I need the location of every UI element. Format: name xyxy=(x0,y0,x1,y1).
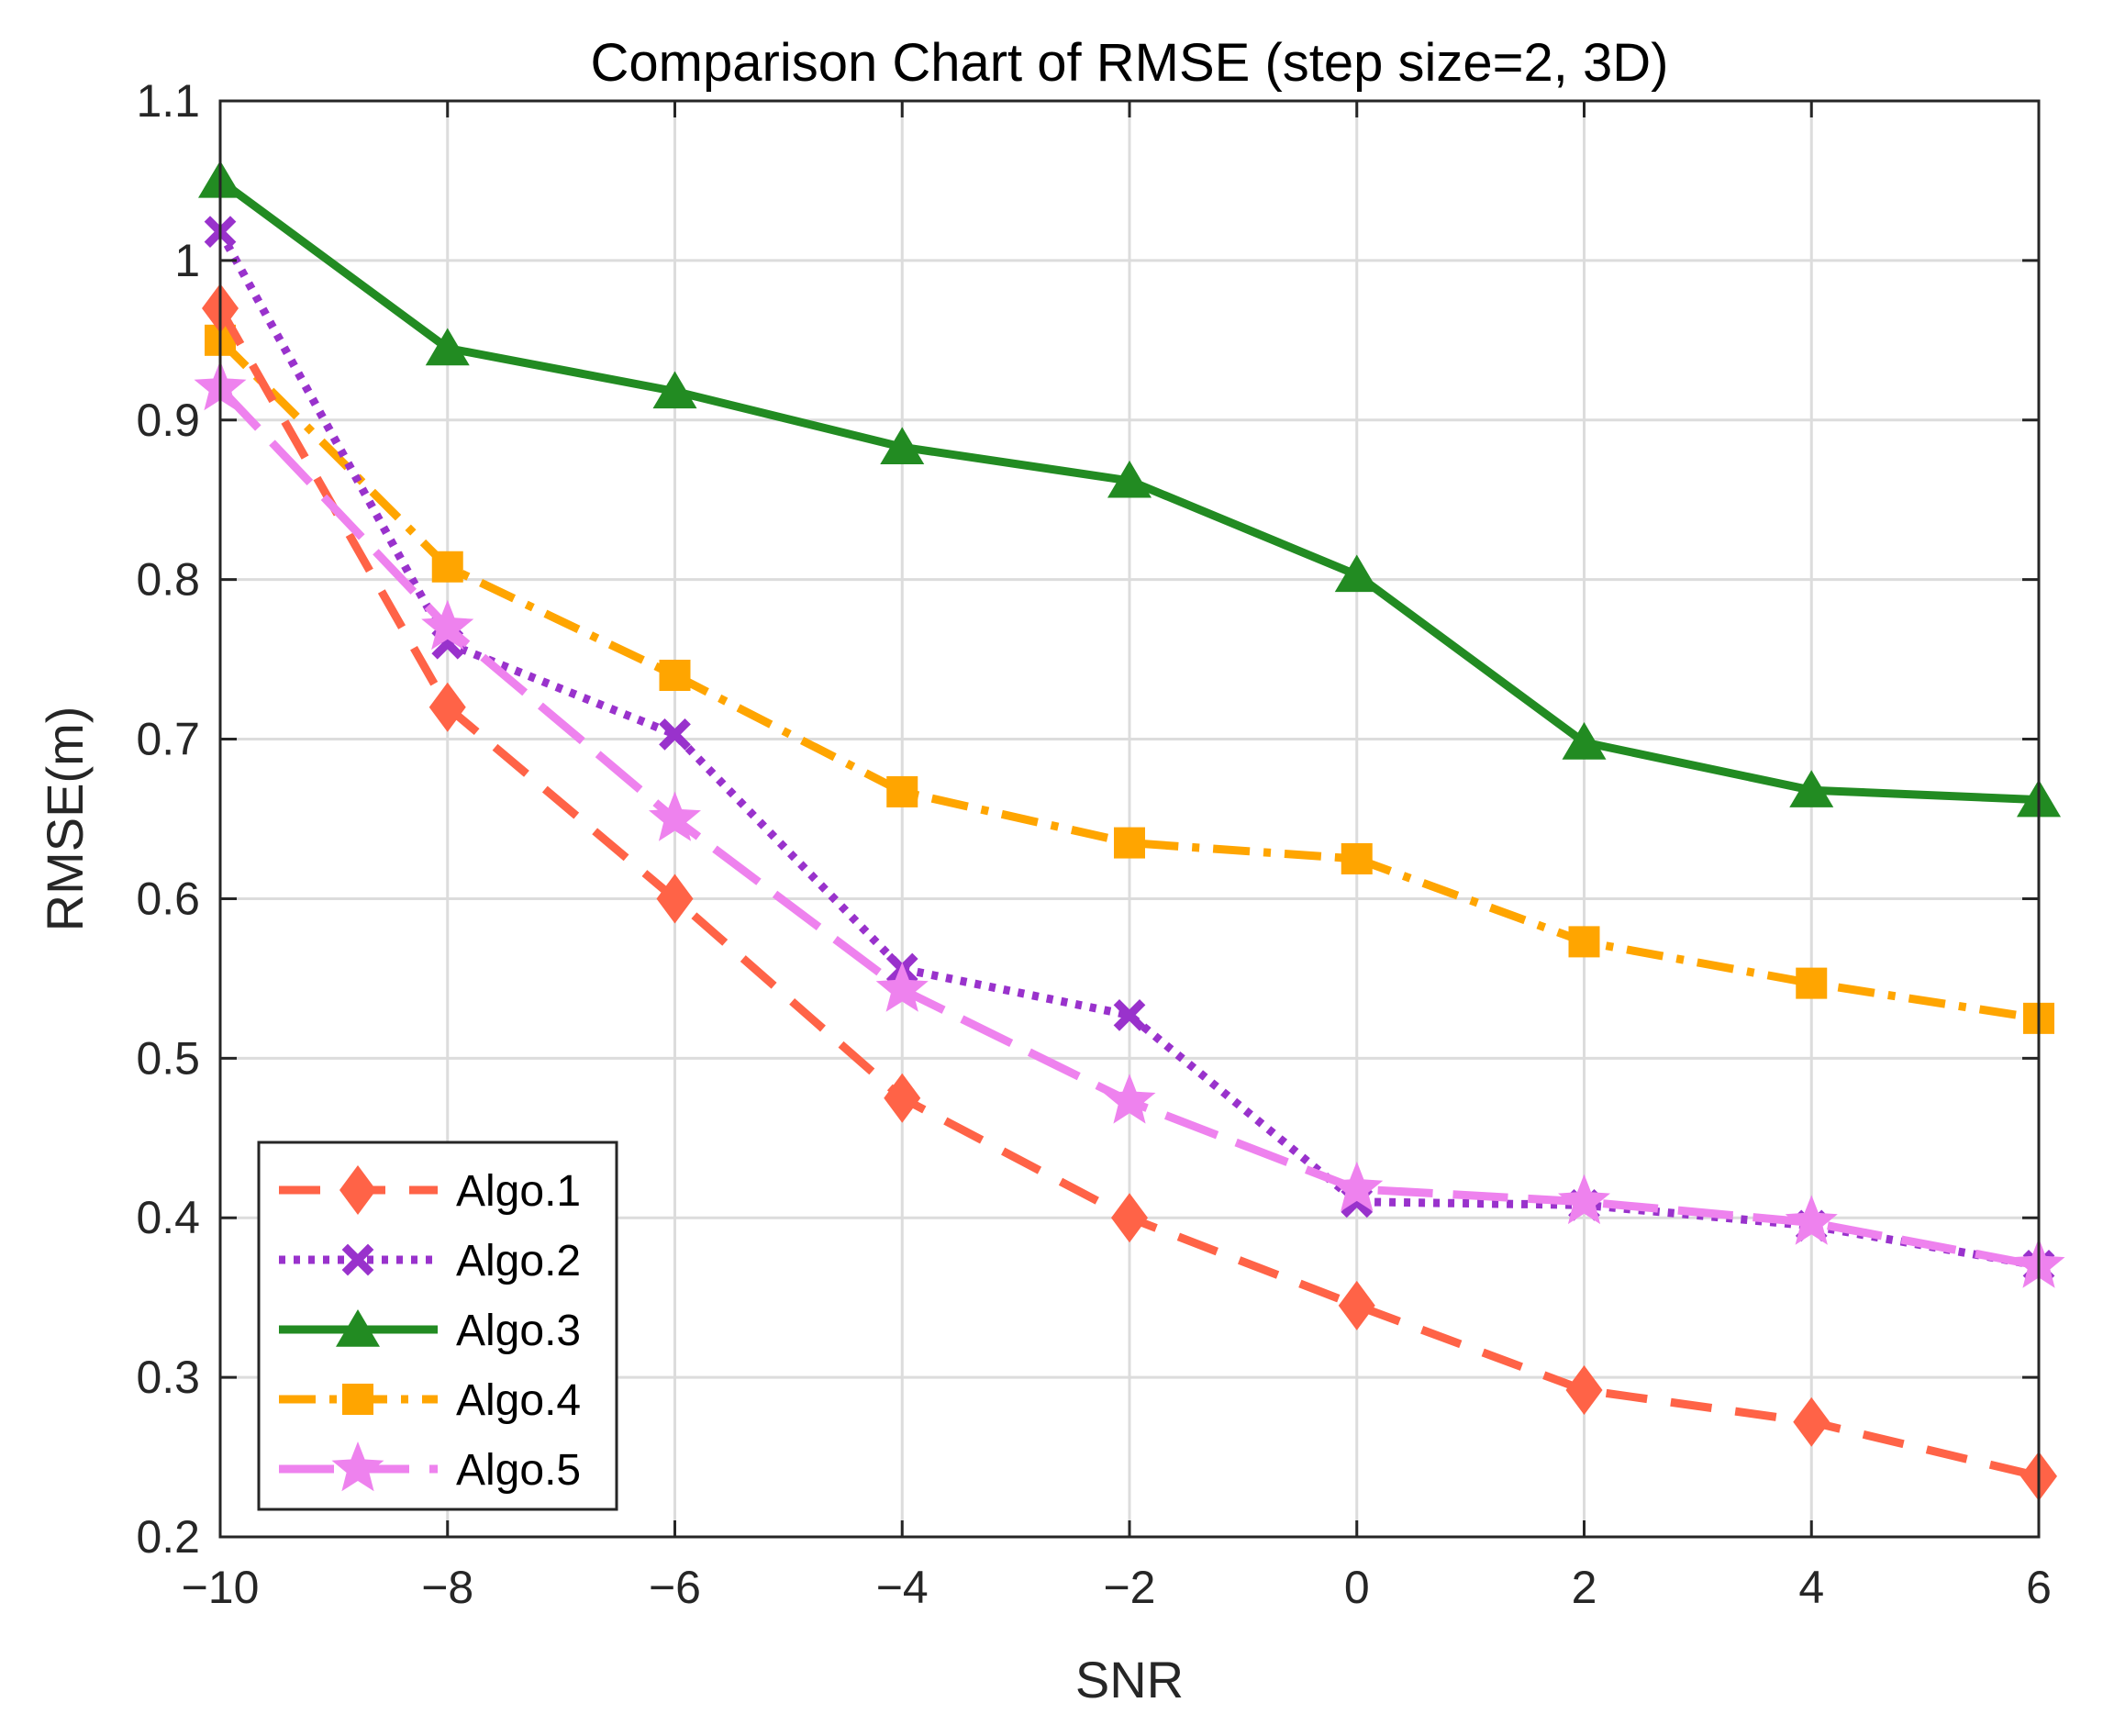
y-axis-title: RMSE(m) xyxy=(36,707,94,932)
series-algo-1 xyxy=(202,284,2057,1501)
series-algo-3 xyxy=(198,160,2061,818)
legend-item: Algo.4 xyxy=(279,1376,581,1425)
data-point xyxy=(1785,1195,1838,1245)
chart-title: Comparison Chart of RMSE (step size=2, 3… xyxy=(591,33,1669,93)
data-point xyxy=(1568,926,1600,958)
legend-marker xyxy=(341,1243,374,1276)
x-tick-label: −2 xyxy=(1103,1562,1155,1613)
series-layer xyxy=(194,160,2065,1501)
x-tick-label: −4 xyxy=(876,1562,929,1613)
data-point xyxy=(656,874,694,924)
x-tick-label: 2 xyxy=(1572,1562,1597,1613)
x-axis-title: SNR xyxy=(1075,1651,1184,1708)
data-point xyxy=(652,371,697,409)
x-tick-label: 4 xyxy=(1798,1562,1824,1613)
y-tick-label: 0.3 xyxy=(136,1352,200,1403)
data-point xyxy=(1796,967,1828,999)
data-point xyxy=(659,718,691,751)
data-point xyxy=(1330,1161,1384,1212)
legend-label: Algo.3 xyxy=(456,1307,581,1355)
y-tick-label: 0.9 xyxy=(136,395,200,446)
data-point xyxy=(880,427,925,465)
legend-marker xyxy=(342,1384,373,1415)
data-point xyxy=(886,775,918,807)
data-point xyxy=(1341,842,1373,874)
legend-marker xyxy=(336,1309,380,1347)
data-point xyxy=(1562,722,1607,760)
legend: Algo.1 Algo.2 Algo.3 Algo.4 Algo.5 xyxy=(257,1141,618,1511)
y-tick-label: 0.6 xyxy=(136,873,200,924)
data-point xyxy=(884,1073,921,1123)
legend-label: Algo.4 xyxy=(456,1376,581,1425)
x-tick-label: 6 xyxy=(2026,1562,2052,1613)
y-tick-label: 0.5 xyxy=(136,1032,200,1084)
data-point xyxy=(1565,1365,1603,1416)
legend-item: Algo.3 xyxy=(279,1307,581,1355)
legend-marker xyxy=(331,1441,384,1492)
data-point xyxy=(1558,1174,1610,1225)
data-point xyxy=(1103,1074,1156,1124)
axis-ticks: −10 −8 −6 −4 −2 0 2 4 6 0.2 0.3 0.4 0.5 0.6 0.7 0.8 0.9 1… xyxy=(136,75,2051,1613)
data-point xyxy=(428,682,466,732)
data-point xyxy=(425,328,470,366)
data-point xyxy=(1793,1397,1830,1447)
legend-marker xyxy=(339,1165,376,1215)
data-point xyxy=(1338,1280,1375,1330)
data-point xyxy=(875,962,929,1012)
y-tick-label: 0.2 xyxy=(136,1511,200,1563)
y-tick-label: 1.1 xyxy=(136,75,200,127)
legend-label: Algo.2 xyxy=(456,1237,581,1285)
data-point xyxy=(649,791,701,841)
data-point xyxy=(431,551,463,583)
x-tick-label: −8 xyxy=(421,1562,473,1613)
y-tick-label: 0.4 xyxy=(136,1192,200,1243)
legend-item: Algo.2 xyxy=(279,1237,581,1285)
y-tick-label: 0.7 xyxy=(136,714,200,765)
y-tick-label: 0.8 xyxy=(136,554,200,606)
x-tick-label: −6 xyxy=(649,1562,701,1613)
legend-item: Algo.1 xyxy=(279,1165,581,1216)
data-point xyxy=(1107,460,1152,498)
data-point xyxy=(1111,1193,1148,1243)
legend-label: Algo.5 xyxy=(456,1446,581,1495)
data-point xyxy=(1114,827,1145,859)
data-point xyxy=(421,599,474,651)
y-tick-label: 1 xyxy=(174,235,200,286)
data-point xyxy=(659,660,691,691)
data-point xyxy=(1334,554,1379,593)
data-point xyxy=(1113,999,1146,1031)
x-tick-label: −10 xyxy=(182,1562,260,1613)
legend-item: Algo.5 xyxy=(279,1441,581,1495)
legend-label: Algo.1 xyxy=(456,1167,581,1216)
x-tick-label: 0 xyxy=(1344,1562,1370,1613)
data-point xyxy=(1789,770,1834,807)
